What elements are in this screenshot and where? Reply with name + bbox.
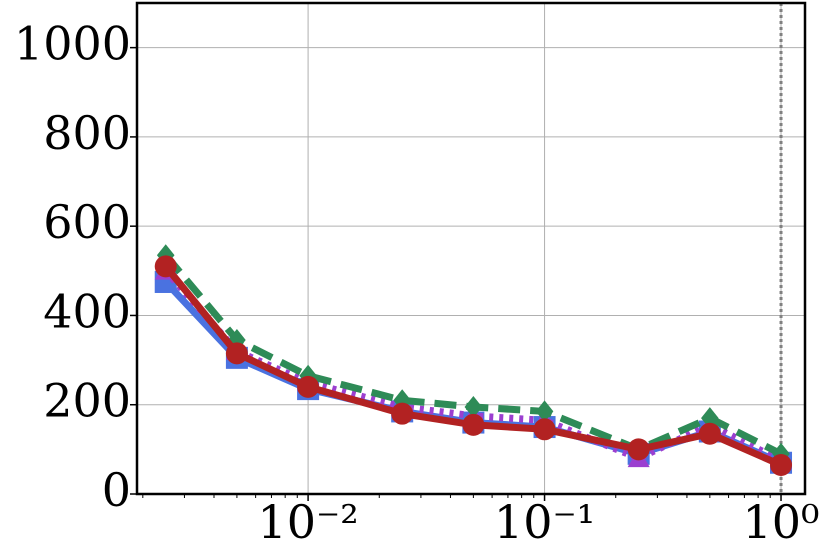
point: [535, 400, 554, 423]
point: [698, 422, 721, 445]
x-tick-label: 10⁻¹: [494, 495, 595, 549]
point: [627, 438, 650, 461]
point: [154, 255, 177, 278]
y-tick-label: 400: [43, 284, 131, 338]
y-tick-label: 800: [43, 106, 131, 160]
plot-frame: [135, 1, 807, 496]
point: [391, 402, 414, 425]
point: [228, 329, 246, 352]
y-tick-label: 0: [102, 463, 131, 517]
y-tick-label: 1000: [14, 17, 131, 71]
point: [533, 418, 556, 441]
point: [464, 395, 483, 418]
point: [156, 244, 175, 267]
x-tick-label: 10⁰: [743, 495, 820, 549]
y-tick-label: 600: [43, 195, 131, 249]
point: [701, 407, 719, 430]
y-tick-label: 200: [43, 374, 131, 428]
point: [297, 375, 320, 398]
x-tick-label: 10⁻²: [257, 495, 358, 549]
point: [770, 453, 793, 476]
point: [462, 413, 485, 436]
point: [225, 342, 248, 365]
